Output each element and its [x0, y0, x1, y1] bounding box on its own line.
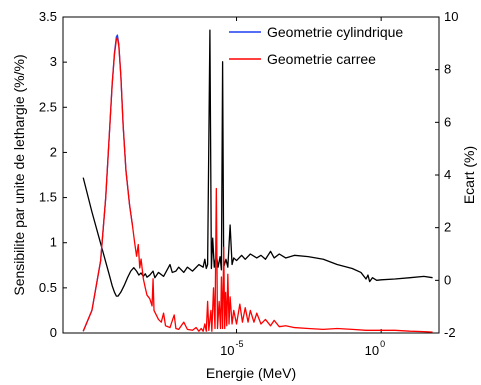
right-tick-label: 10 — [444, 9, 458, 24]
x-tick-base: 10 — [220, 343, 234, 358]
right-tick-label: 0 — [444, 272, 451, 287]
left-tick-label: 2 — [50, 144, 57, 159]
series-line-1 — [82, 37, 433, 333]
legend-label-cylindrique: Geometrie cylindrique — [267, 24, 403, 40]
right-tick-label: 8 — [444, 62, 451, 77]
series-layer — [82, 29, 433, 333]
plot-frame — [62, 16, 440, 334]
left-tick-label: 0.5 — [39, 280, 57, 295]
left-tick-label: 3.5 — [39, 9, 57, 24]
y-axis-label-right: Ecart (%) — [461, 146, 477, 204]
left-tick-label: 1 — [50, 235, 57, 250]
right-tick-label: 4 — [444, 167, 451, 182]
x-tick-exponent: -5 — [236, 339, 244, 349]
right-tick-label: -2 — [444, 325, 456, 340]
left-tick-label: 0 — [50, 325, 57, 340]
left-axis-ticks: 0 0.5 1 1.5 2 2.5 3 3.5 — [39, 9, 67, 340]
series-line-2 — [82, 29, 433, 297]
left-tick-label: 3 — [50, 54, 57, 69]
x-tick-base: 10 — [365, 343, 379, 358]
x-tick-exponent: 0 — [380, 339, 385, 349]
right-axis-ticks: -2 0 2 4 6 8 10 — [435, 9, 458, 340]
y-axis-label-left: Sensibilite par unite de lethargie (%/%) — [11, 54, 27, 295]
left-tick-label: 2.5 — [39, 99, 57, 114]
legend: Geometrie cylindrique Geometrie carree — [229, 24, 403, 67]
x-axis-label: Energie (MeV) — [206, 365, 296, 381]
x-axis-ticks: 10 -5 10 0 — [220, 17, 385, 358]
legend-label-carree: Geometrie carree — [267, 51, 376, 67]
right-tick-label: 6 — [444, 114, 451, 129]
left-tick-label: 1.5 — [39, 190, 57, 205]
right-tick-label: 2 — [444, 220, 451, 235]
